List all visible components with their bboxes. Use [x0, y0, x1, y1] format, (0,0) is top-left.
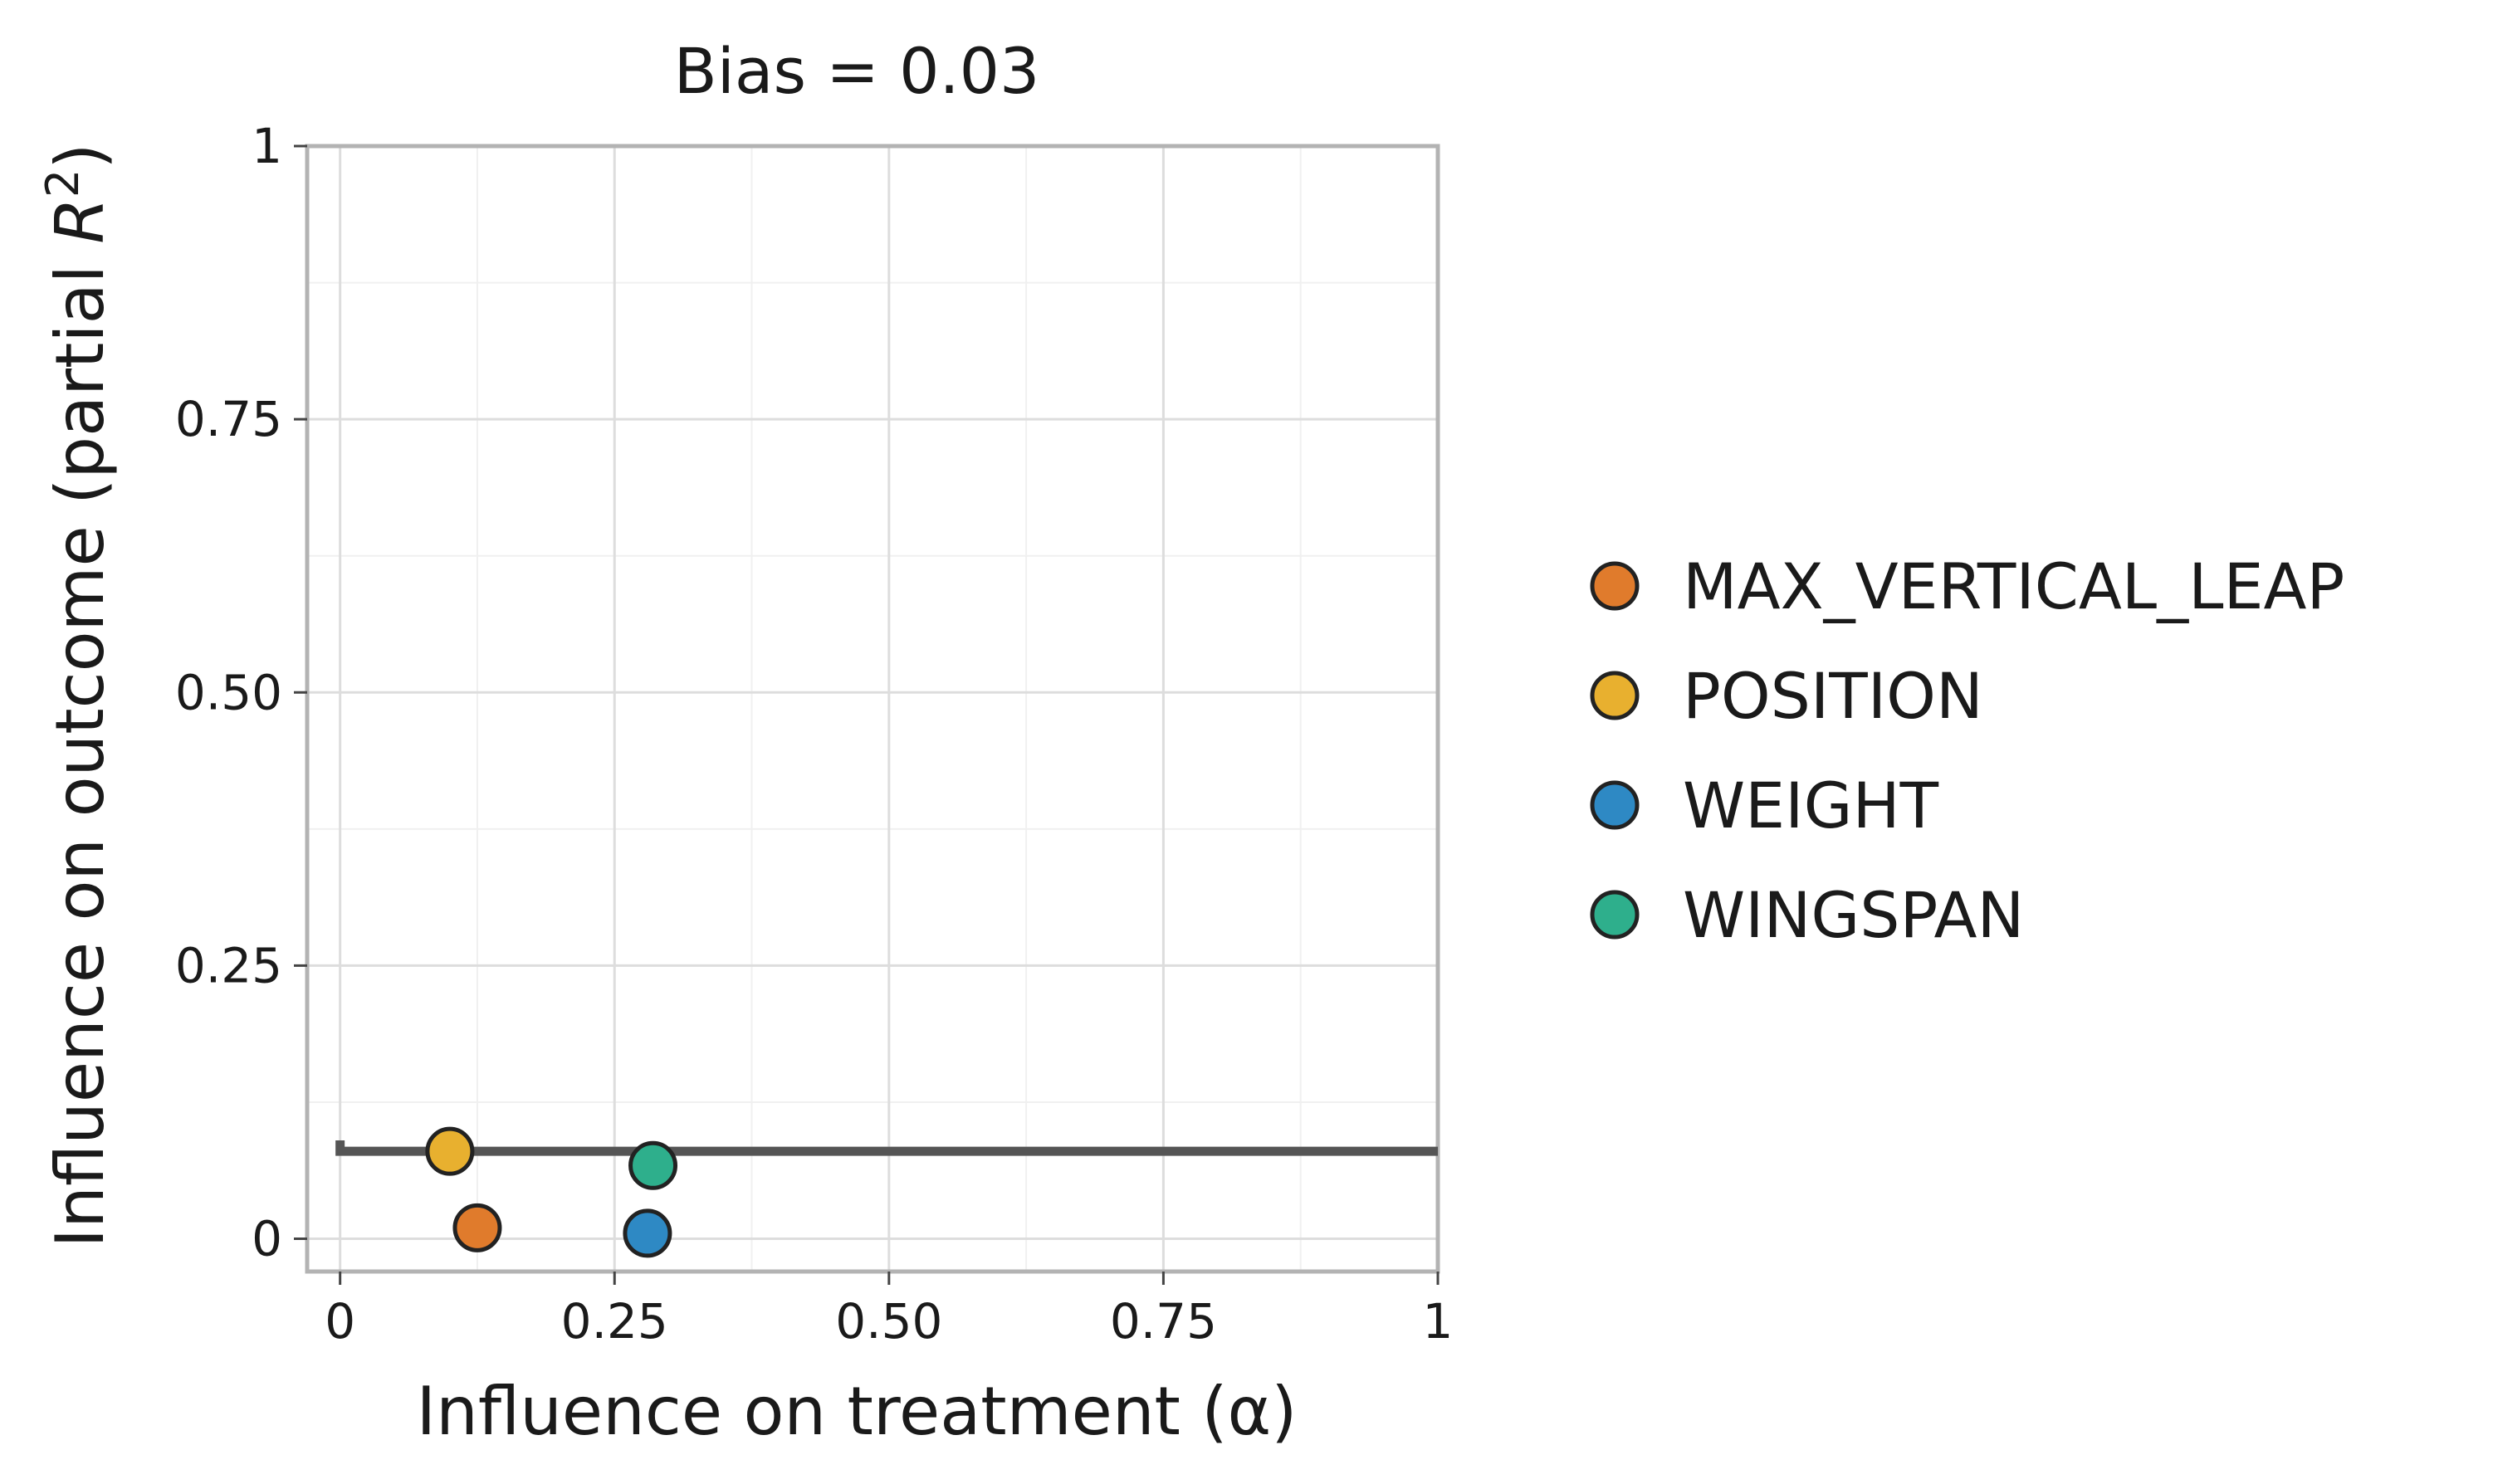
legend-label: WINGSPAN	[1683, 878, 2024, 952]
y-axis-title: Influence on outcome (partial R2)	[37, 144, 119, 1248]
legend-label: POSITION	[1683, 659, 1983, 733]
x-tick-label: 0.50	[835, 1293, 942, 1350]
bias-contour-line	[335, 1140, 1438, 1156]
point-position	[425, 1126, 475, 1176]
point-max-vertical-leap	[452, 1203, 502, 1252]
point-weight	[623, 1208, 672, 1258]
x-tick-label: 1	[1423, 1293, 1454, 1350]
y-tick-label: 0	[252, 1211, 282, 1267]
plot-area: 0 0.25 0.50 0.75 1 0 0.25 0.50 0.75 1	[175, 118, 1454, 1350]
y-tick-label: 0.75	[175, 391, 282, 447]
x-tick-label: 0	[325, 1293, 355, 1350]
plot-border	[305, 144, 1440, 1274]
x-tick-label: 0.75	[1110, 1293, 1217, 1350]
y-tick-label: 0.50	[175, 664, 282, 720]
legend-marker	[1590, 671, 1640, 720]
x-tick-label: 0.25	[561, 1293, 668, 1350]
legend-label: MAX_VERTICAL_LEAP	[1683, 549, 2344, 623]
legend-label: WEIGHT	[1683, 769, 1939, 842]
x-axis-title: Influence on treatment (α)	[417, 1373, 1298, 1450]
legend-marker	[1590, 780, 1640, 830]
legend-marker	[1590, 561, 1640, 611]
plot-panel	[307, 146, 1438, 1272]
chart-title: Bias = 0.03	[674, 34, 1040, 108]
point-wingspan	[628, 1140, 678, 1190]
legend-marker	[1590, 890, 1640, 940]
y-tick-label: 0.25	[175, 937, 282, 993]
legend: MAX_VERTICAL_LEAP POSITION WEIGHT WINGSPAN	[1590, 549, 2344, 952]
y-tick-label: 1	[252, 118, 282, 174]
